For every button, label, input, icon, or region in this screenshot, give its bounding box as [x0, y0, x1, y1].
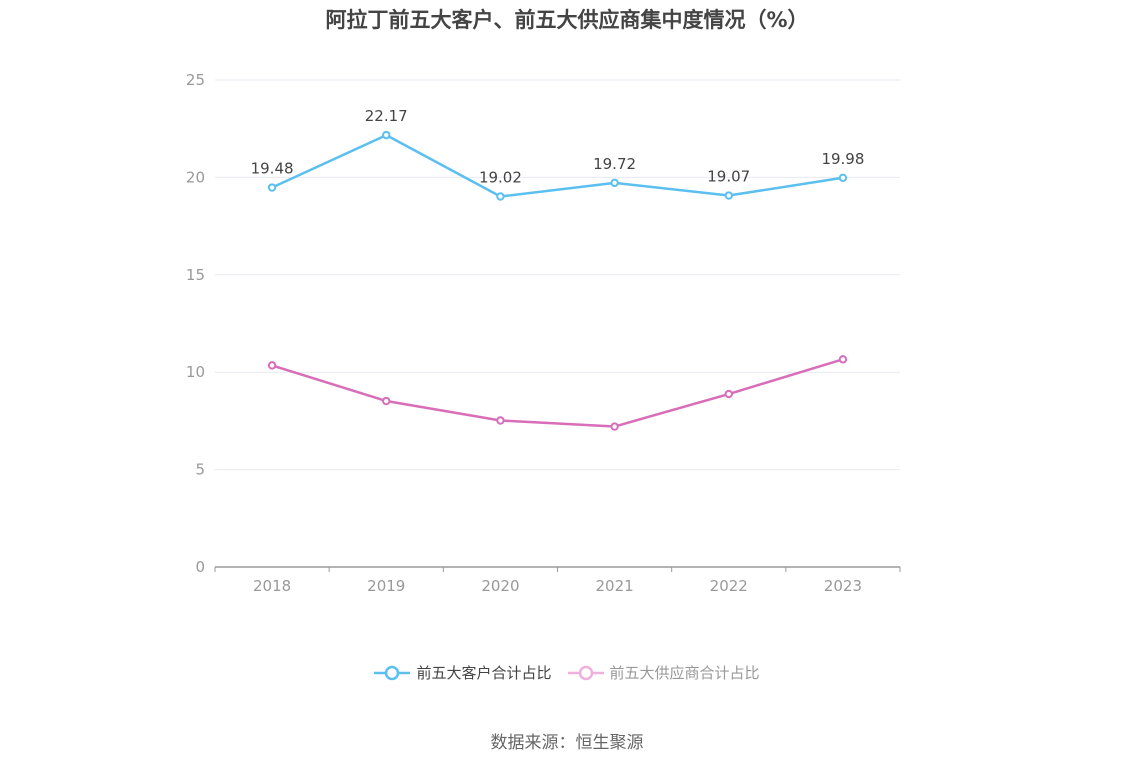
data-point: [267, 183, 277, 192]
data-point: [496, 416, 505, 425]
x-tick-label: 2022: [710, 577, 748, 595]
x-tick-label: 2020: [481, 577, 519, 595]
data-label: 22.17: [365, 107, 408, 125]
data-label: 19.07: [707, 168, 750, 186]
y-tick-label: 15: [186, 266, 205, 284]
y-tick-label: 20: [186, 168, 205, 186]
data-point: [496, 192, 505, 201]
y-tick-label: 0: [195, 558, 205, 576]
data-point: [610, 422, 619, 431]
data-label: 19.72: [593, 155, 636, 173]
legend-label-customers: 前五大客户合计占比: [416, 664, 552, 682]
data-point: [724, 389, 733, 399]
grid-layer: [215, 79, 900, 471]
x-tick-label: 2019: [367, 577, 405, 595]
legend-item-suppliers[interactable]: 前五大供应商合计占比: [567, 662, 760, 683]
data-point: [267, 361, 277, 370]
label-layer: 19.48 22.17 19.02 19.72 19.07 19.98: [251, 107, 865, 186]
data-label: 19.98: [821, 150, 864, 168]
data-label: 19.48: [251, 160, 294, 178]
x-tick-label: 2023: [824, 577, 862, 595]
legend-marker-suppliers-icon: [567, 665, 604, 680]
legend-item-customers[interactable]: 前五大客户合计占比: [374, 662, 552, 683]
x-tick-label: 2021: [595, 577, 633, 595]
data-source-note: 数据来源：恒生聚源: [490, 733, 644, 753]
y-tick-label: 5: [195, 461, 205, 479]
data-point: [610, 178, 619, 188]
series-line-suppliers: [271, 358, 844, 428]
series-layer: [267, 130, 848, 431]
data-point: [382, 130, 391, 140]
data-point: [838, 355, 848, 364]
y-tick-label: 10: [186, 363, 205, 381]
series-line-customers: [271, 133, 844, 198]
axis-layer: 0 5 10 15 20 25 2018 2019 2020 2021 2022 2023: [186, 71, 901, 595]
line-chart: 0 5 10 15 20 25 2018 2019 2020 2021 2022 2023 19.48…: [186, 71, 901, 595]
x-tick-label: 2018: [253, 577, 291, 595]
data-point: [724, 191, 733, 200]
legend: 前五大客户合计占比 前五大供应商合计占比: [0, 662, 1134, 683]
legend-label-suppliers: 前五大供应商合计占比: [609, 664, 760, 682]
data-point: [382, 396, 391, 406]
data-label: 19.02: [479, 168, 522, 186]
chart-title: 阿拉丁前五大客户、前五大供应商集中度情况（%）: [325, 8, 809, 32]
data-point: [838, 173, 848, 182]
legend-marker-customers-icon: [374, 665, 411, 680]
y-tick-label: 25: [186, 71, 205, 89]
